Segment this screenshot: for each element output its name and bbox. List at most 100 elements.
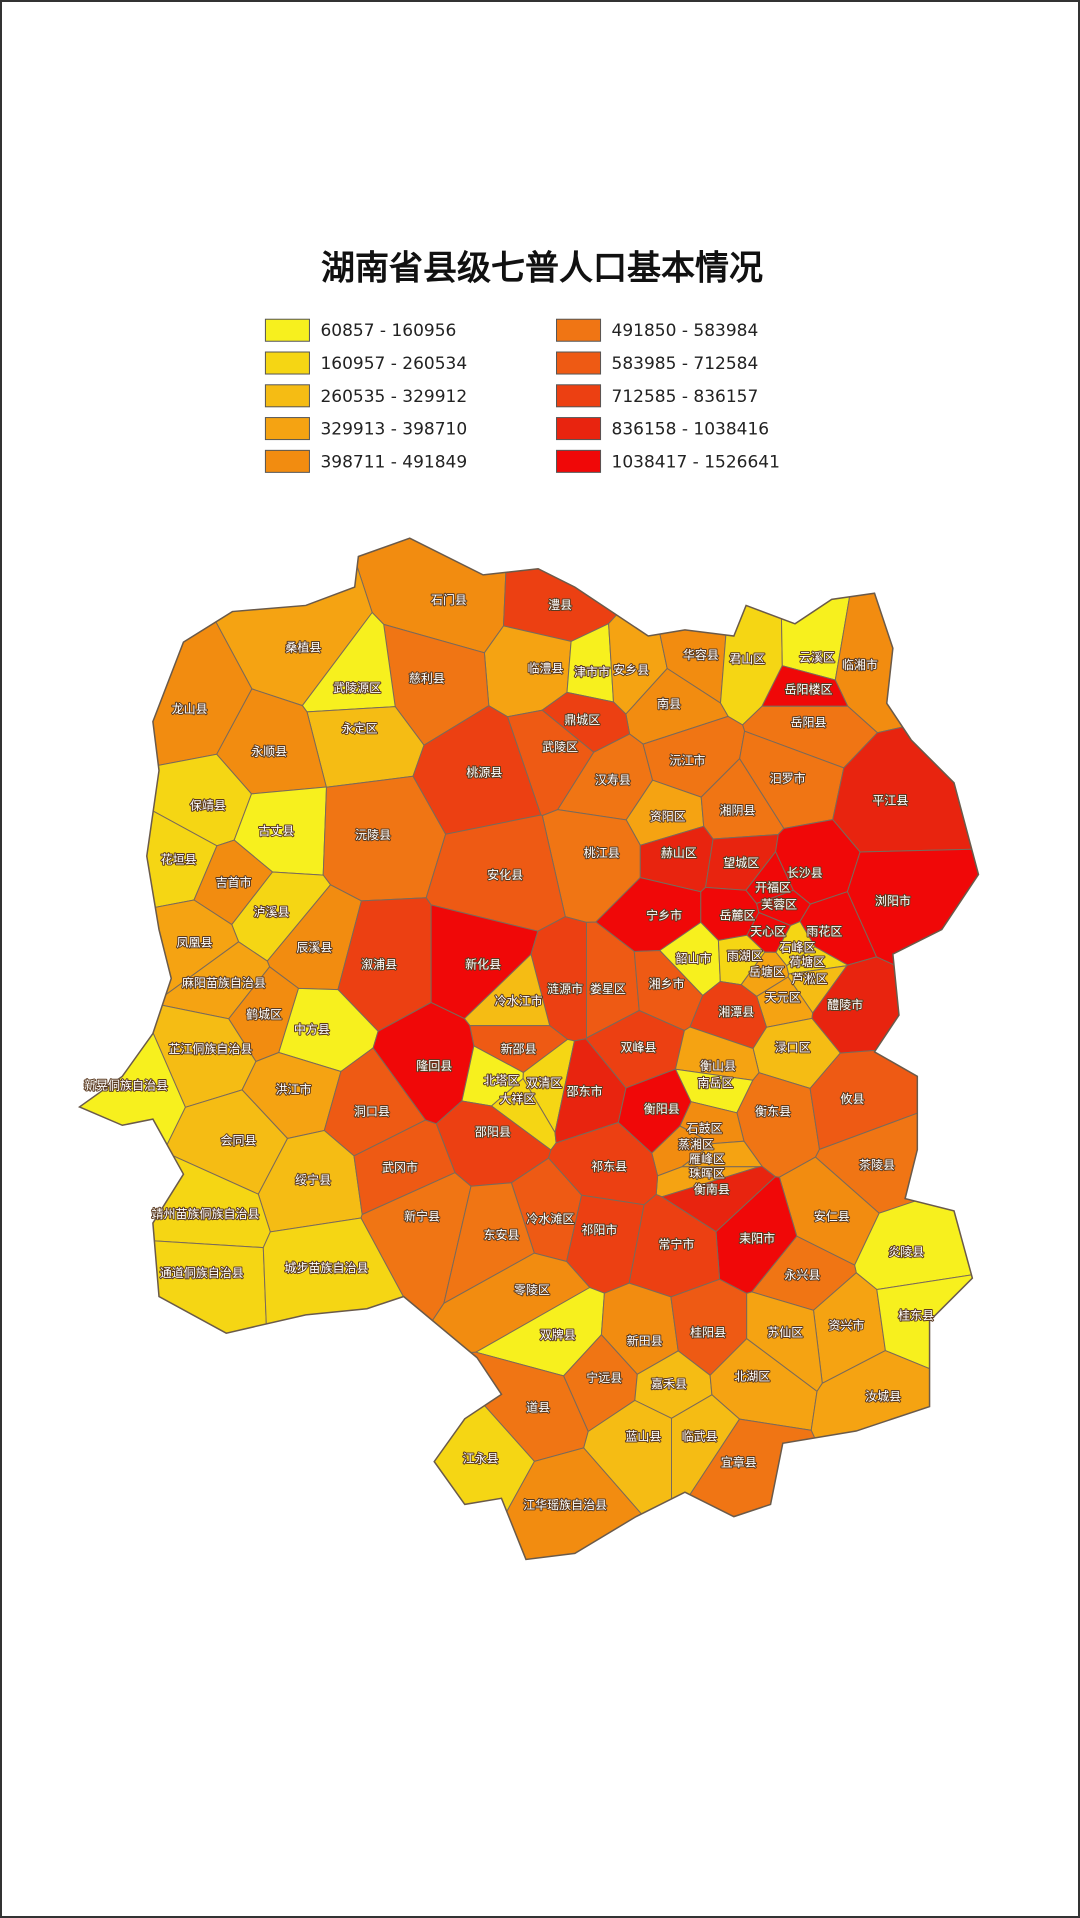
county-label: 雁峰区 (689, 1152, 725, 1166)
county-label: 石峰区 (779, 940, 815, 954)
legend-swatch (264, 318, 310, 342)
county-label: 新田县 (627, 1333, 663, 1348)
county-label: 临武县 (682, 1430, 718, 1444)
county-label: 古丈县 (258, 823, 294, 838)
county-label: 永顺县 (251, 745, 287, 759)
county-label: 祁阳市 (581, 1222, 617, 1237)
county-label: 武冈市 (382, 1160, 418, 1175)
county-label: 辰溪县 (296, 940, 332, 954)
county-label: 浏阳市 (875, 893, 911, 908)
county-label: 赫山区 (661, 846, 697, 860)
county-label: 南岳区 (698, 1075, 734, 1090)
county-label: 湘阴县 (720, 802, 756, 817)
county-label: 攸县 (840, 1091, 864, 1106)
legend-swatch (264, 351, 310, 375)
county-label: 平江县 (872, 794, 908, 808)
county-label: 蓝山县 (625, 1430, 661, 1444)
county-label: 通道侗族自治县 (160, 1266, 244, 1280)
county-label: 开福区 (755, 879, 791, 894)
county-label: 长沙县 (787, 866, 823, 880)
province-outline (77, 537, 980, 1561)
county-label: 雨湖区 (727, 948, 763, 963)
legend-label: 583985 - 712584 (612, 354, 759, 374)
legend-label: 836158 - 1038416 (612, 420, 770, 440)
county-label: 桂东县 (898, 1308, 934, 1323)
county-label: 双峰县 (620, 1041, 656, 1055)
legend-swatch (556, 384, 602, 408)
legend-swatch (556, 351, 602, 375)
county-label: 桑植县 (285, 640, 321, 655)
county-label: 麻阳苗族自治县 (182, 975, 266, 990)
county-label: 湘潭县 (718, 1004, 754, 1019)
county-label: 中方县 (294, 1021, 330, 1036)
county-label: 嘉禾县 (651, 1377, 687, 1391)
county-label: 东安县 (483, 1227, 519, 1242)
county-label: 茶陵县 (859, 1157, 895, 1172)
county-label: 冷水滩区 (526, 1212, 574, 1226)
county-label: 临湘市 (842, 657, 878, 672)
county-label: 蒸湘区 (678, 1136, 714, 1151)
county-label: 汉寿县 (595, 773, 631, 787)
county-label: 华容县 (683, 647, 719, 662)
county-label: 芙蓉区 (761, 898, 797, 912)
county-label: 炎陵县 (888, 1245, 924, 1259)
county-label: 永兴县 (784, 1268, 820, 1282)
county-label: 汨罗市 (770, 771, 806, 786)
county-label: 醴陵市 (827, 997, 863, 1012)
county-label: 君山区 (729, 652, 765, 666)
legend-swatch (556, 417, 602, 441)
county-label: 双牌县 (540, 1328, 576, 1342)
county-label: 新邵县 (501, 1041, 537, 1056)
county-label: 澧县 (548, 598, 572, 612)
county-label: 苏仙区 (767, 1326, 803, 1340)
county-label: 大祥区 (499, 1092, 535, 1106)
county-label: 泸溪县 (254, 905, 290, 919)
legend-swatch (264, 417, 310, 441)
county-label: 涟源市 (547, 981, 583, 996)
county-label: 安乡县 (613, 662, 649, 677)
county-label: 洞口县 (354, 1104, 390, 1118)
county-label: 宁乡市 (646, 908, 682, 923)
county-label: 珠晖区 (689, 1167, 725, 1181)
county-label: 沅江市 (669, 752, 705, 767)
county-label: 荷塘区 (789, 954, 825, 969)
county-label: 凤凰县 (176, 936, 212, 950)
county-label: 岳塘区 (749, 964, 785, 979)
county-label: 桂阳县 (690, 1325, 726, 1340)
county-label: 衡阳县 (644, 1102, 680, 1116)
legend-swatch (556, 449, 602, 473)
county-label: 南县 (657, 696, 681, 711)
county-label: 鼎城区 (564, 713, 600, 727)
county-label: 道县 (526, 1400, 550, 1414)
county-label: 保靖县 (190, 799, 226, 813)
county-label: 靖州苗族侗族自治县 (151, 1207, 259, 1221)
county-label: 双清区 (526, 1076, 562, 1090)
county-label: 绥宁县 (295, 1172, 331, 1187)
county-label: 龙山县 (172, 702, 208, 716)
county-label: 溆浦县 (361, 958, 397, 972)
county-label: 武陵源区 (333, 681, 381, 695)
county-label: 望城区 (723, 856, 759, 870)
county-label: 永定区 (342, 720, 378, 735)
legend-label: 60857 - 160956 (320, 321, 456, 341)
county-label: 资兴市 (828, 1317, 864, 1332)
county-label: 石门县 (431, 592, 467, 607)
county-label: 芷江侗族自治县 (168, 1042, 252, 1056)
county-label: 北湖区 (734, 1369, 770, 1384)
county-label: 鹤城区 (246, 1007, 282, 1022)
county-label: 宜章县 (721, 1454, 757, 1469)
legend-label: 329913 - 398710 (320, 420, 467, 440)
county-label: 新化县 (465, 957, 501, 972)
county-label: 天心区 (750, 925, 786, 939)
county-label: 吉首市 (216, 875, 252, 890)
county-label: 江华瑶族自治县 (523, 1498, 607, 1512)
county-label: 宁远县 (586, 1370, 622, 1385)
legend-swatch (264, 449, 310, 473)
county-label: 芦淞区 (792, 972, 828, 986)
legend-label: 160957 - 260534 (320, 354, 467, 374)
county-label: 零陵区 (514, 1283, 550, 1297)
county-label: 邵东市 (567, 1084, 603, 1099)
